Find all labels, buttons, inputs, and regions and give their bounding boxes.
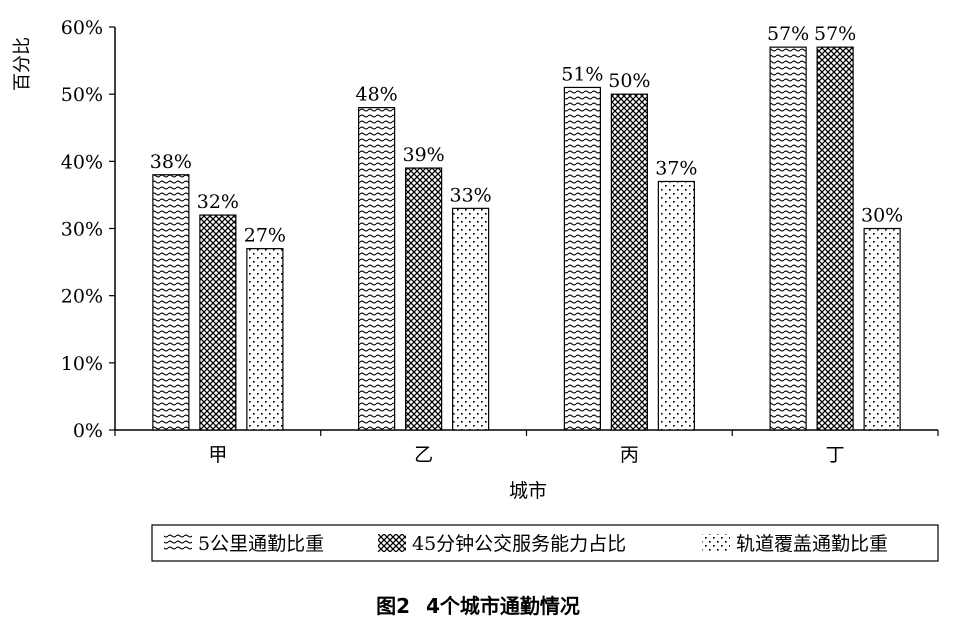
category-label: 丁 xyxy=(826,444,845,466)
bar-value-label: 51% xyxy=(561,63,603,85)
category-label: 甲 xyxy=(208,444,227,466)
legend-swatch xyxy=(702,534,730,552)
bar-value-label: 38% xyxy=(150,151,192,173)
y-tick-label: 20% xyxy=(61,286,103,308)
y-tick-label: 60% xyxy=(61,17,103,39)
bar xyxy=(452,207,490,431)
bar-value-label: 37% xyxy=(655,157,697,179)
y-tick-label: 30% xyxy=(61,219,103,241)
figure-title: 4个城市通勤情况 xyxy=(426,594,580,618)
bar-value-label: 33% xyxy=(450,184,492,206)
bar xyxy=(657,180,695,431)
bar-value-label: 32% xyxy=(197,191,239,213)
bars xyxy=(152,46,901,431)
bar-value-label: 39% xyxy=(403,144,445,166)
category-label: 乙 xyxy=(414,444,433,466)
bar xyxy=(246,248,284,431)
bar xyxy=(863,227,901,431)
x-axis-label: 城市 xyxy=(509,480,547,502)
bar-value-label: 30% xyxy=(861,205,903,227)
legend-label: 45分钟公交服务能力占比 xyxy=(412,533,626,555)
category-label: 丙 xyxy=(620,444,639,466)
bar xyxy=(769,46,807,431)
y-axis-label: 百分比 xyxy=(12,37,33,91)
x-ticks xyxy=(114,430,939,436)
figure-number: 图2 xyxy=(376,594,410,618)
legend-swatch xyxy=(378,534,406,552)
bar xyxy=(358,106,396,431)
bar-labels: 38%32%27% 48% 39%33% 51% 50% 37% 57% 57% 30% xyxy=(150,23,903,247)
bar xyxy=(563,86,601,431)
bar xyxy=(610,93,648,431)
bar-value-label: 27% xyxy=(244,225,286,247)
y-tick-label: 0% xyxy=(73,420,103,442)
legend: 5公里通勤比重 45分钟公交服务能力占比 轨道覆盖通勤比重 xyxy=(151,524,939,562)
y-tick-label: 50% xyxy=(61,84,103,106)
legend-swatch xyxy=(164,534,192,552)
bar-value-label: 48% xyxy=(356,84,398,106)
bar-value-label: 50% xyxy=(608,70,650,92)
legend-box xyxy=(151,524,939,562)
bar xyxy=(199,214,237,431)
legend-label: 轨道覆盖通勤比重 xyxy=(736,533,888,555)
category-labels: 甲乙丙丁 xyxy=(208,444,844,466)
bar xyxy=(405,167,443,431)
bar-value-label: 57% xyxy=(767,23,809,45)
y-ticks: 0% 10% 20% 30% 40% 50% 60% xyxy=(61,17,115,442)
figure-caption: 图2 4个城市通勤情况 xyxy=(0,590,956,619)
bar xyxy=(816,46,854,431)
bar xyxy=(152,174,190,431)
y-tick-label: 40% xyxy=(61,151,103,173)
bar-value-label: 57% xyxy=(814,23,856,45)
legend-label: 5公里通勤比重 xyxy=(198,533,324,555)
y-tick-label: 10% xyxy=(61,353,103,375)
